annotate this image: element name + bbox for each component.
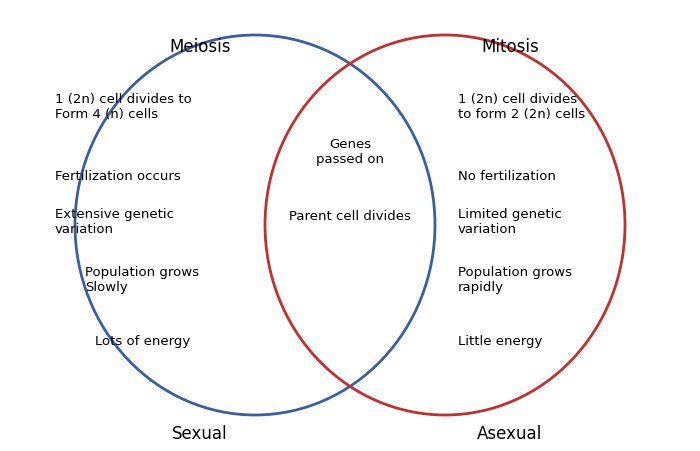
Text: Genes
passed on: Genes passed on bbox=[316, 138, 384, 166]
Text: Sexual: Sexual bbox=[172, 424, 228, 442]
Text: Fertilization occurs: Fertilization occurs bbox=[55, 170, 181, 183]
Text: Asexual: Asexual bbox=[477, 424, 542, 442]
Text: Lots of energy: Lots of energy bbox=[95, 335, 190, 348]
Text: Meiosis: Meiosis bbox=[169, 38, 231, 56]
Text: 1 (2n) cell divides to
Form 4 (n) cells: 1 (2n) cell divides to Form 4 (n) cells bbox=[55, 93, 192, 121]
Text: Population grows
Slowly: Population grows Slowly bbox=[85, 265, 199, 293]
Text: No fertilization: No fertilization bbox=[458, 170, 556, 183]
Text: Little energy: Little energy bbox=[458, 335, 542, 348]
Text: Extensive genetic
variation: Extensive genetic variation bbox=[55, 207, 174, 235]
Text: Mitosis: Mitosis bbox=[481, 38, 539, 56]
Text: Parent cell divides: Parent cell divides bbox=[289, 210, 411, 223]
Text: Limited genetic
variation: Limited genetic variation bbox=[458, 207, 561, 235]
Text: Population grows
rapidly: Population grows rapidly bbox=[458, 265, 572, 293]
Text: 1 (2n) cell divides
to form 2 (2n) cells: 1 (2n) cell divides to form 2 (2n) cells bbox=[458, 93, 585, 121]
